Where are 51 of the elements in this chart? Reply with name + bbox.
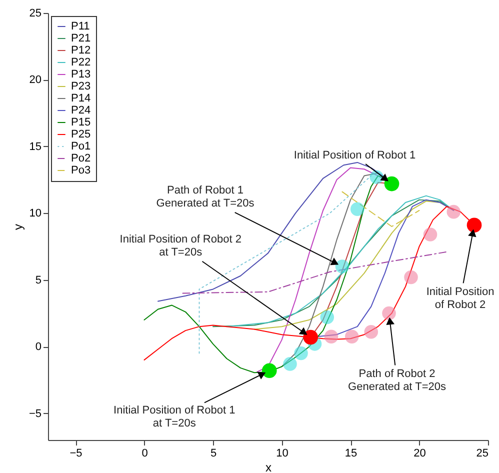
legend-label: P14 <box>71 92 91 104</box>
x-tick-label: 15 <box>344 448 358 460</box>
y-tick-label: 20 <box>29 74 42 86</box>
point <box>294 346 308 360</box>
x-axis-title: x <box>266 460 272 473</box>
point <box>283 357 297 371</box>
point <box>382 306 396 320</box>
y-tick-label: 5 <box>35 274 42 286</box>
legend-label: P22 <box>71 56 91 68</box>
point <box>466 218 482 233</box>
point <box>324 330 338 344</box>
annotation: Initial Position of Robot 2 <box>426 286 494 312</box>
legend-label: Po1 <box>71 140 91 152</box>
legend-label: P23 <box>71 80 91 92</box>
annotation: Initial Position of Robot 1 at T=20s <box>114 404 236 430</box>
legend-label: P25 <box>71 128 91 140</box>
annotation: Path of Robot 2 Generated at T=20s <box>348 368 446 394</box>
legend-label: P13 <box>71 68 91 80</box>
annotation: Path of Robot 1 Generated at T=20s <box>156 184 255 210</box>
point <box>404 270 418 284</box>
x-tick-label: −5 <box>70 448 82 460</box>
point <box>335 260 350 274</box>
x-tick-label: 20 <box>414 448 426 460</box>
point <box>446 204 461 219</box>
y-tick-label: 15 <box>29 140 42 153</box>
x-tick-label: 0 <box>142 448 148 460</box>
x-tick-label: 25 <box>476 448 488 460</box>
y-tick-label: −5 <box>28 408 42 420</box>
point <box>344 330 359 344</box>
point <box>384 176 400 192</box>
annotation: Initial Position of Robot 1 <box>294 149 416 162</box>
annotation: Initial Position of Robot 2 at T=20s <box>120 233 242 258</box>
point <box>423 228 438 242</box>
point <box>350 202 364 216</box>
y-tick-label: 0 <box>35 341 42 354</box>
y-tick-label: 25 <box>29 8 42 20</box>
point <box>320 310 334 324</box>
x-tick-label: 5 <box>210 448 217 460</box>
y-axis-title: y <box>10 224 25 230</box>
legend-label: P24 <box>71 104 91 116</box>
legend-label: P21 <box>71 32 91 44</box>
point <box>303 330 318 345</box>
legend-label: P11 <box>71 20 90 32</box>
point <box>262 363 277 378</box>
y-tick-label: 10 <box>29 208 42 220</box>
legend-label: P15 <box>71 116 91 128</box>
legend-label: Po3 <box>71 164 91 176</box>
x-tick-label: 10 <box>276 448 288 460</box>
point <box>364 325 378 339</box>
legend-label: P12 <box>71 44 91 56</box>
legend-label: Po2 <box>71 152 91 164</box>
